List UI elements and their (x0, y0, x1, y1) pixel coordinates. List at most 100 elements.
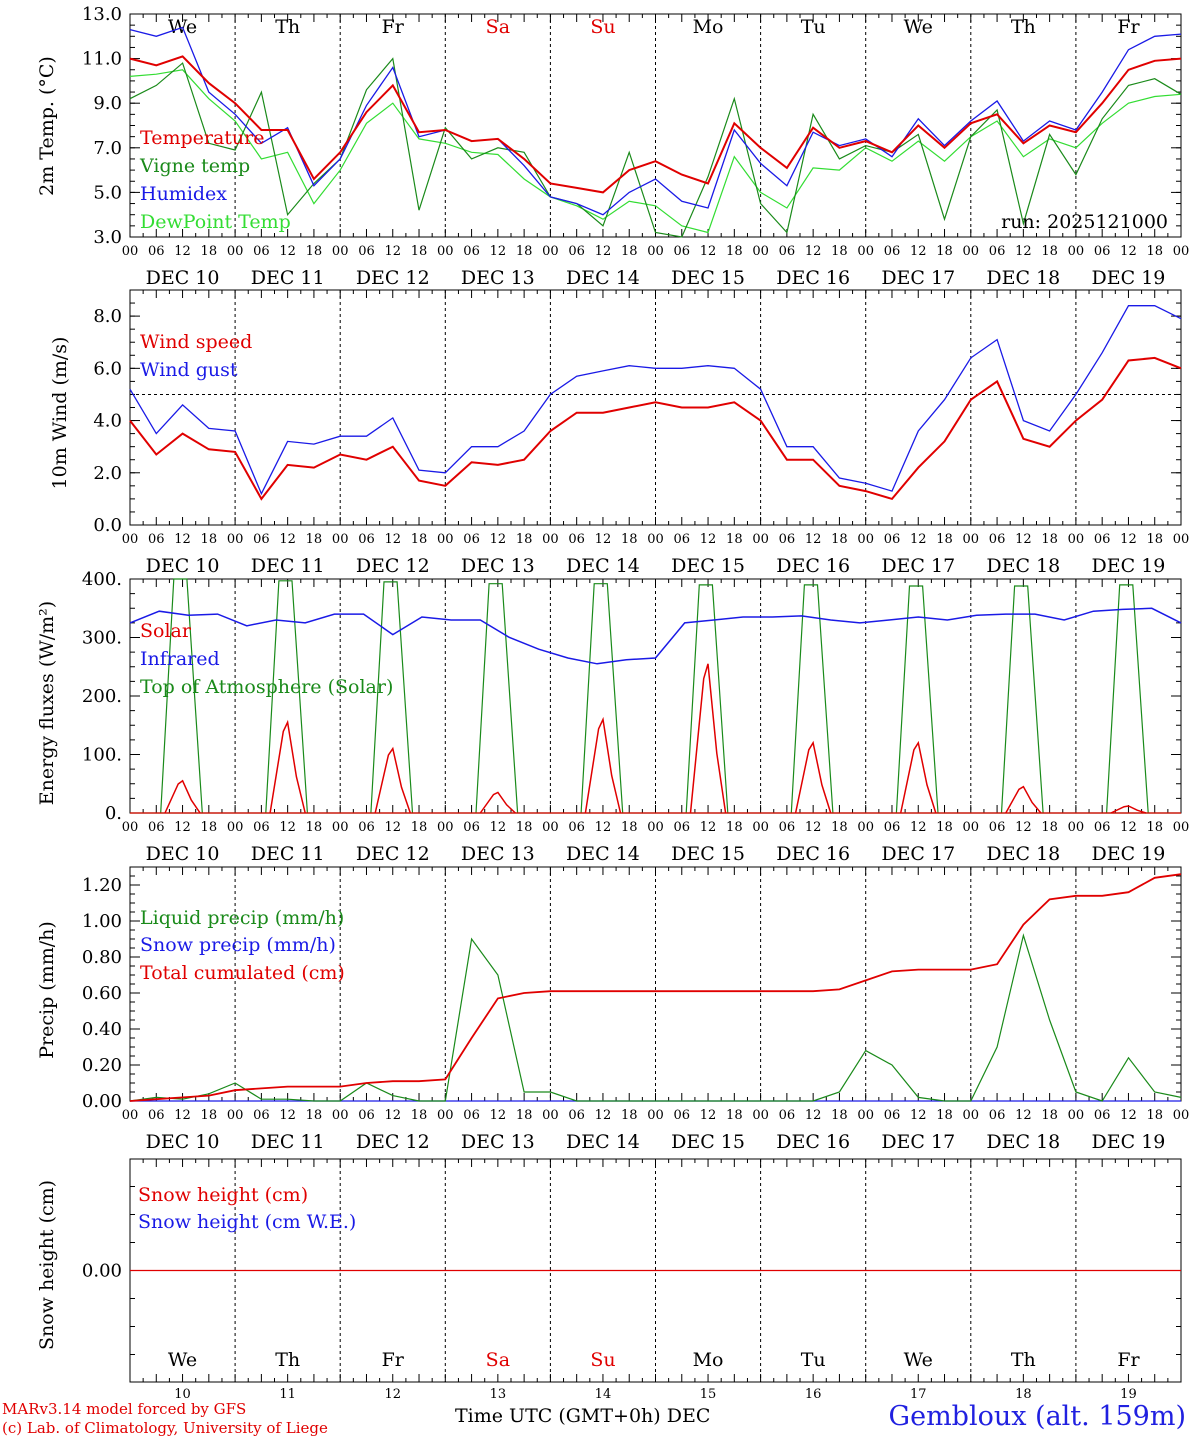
hour-tick-label: 18 (306, 532, 323, 547)
hour-tick-label: 06 (884, 244, 901, 259)
y-tick-label: 200. (82, 686, 122, 707)
hour-tick-label: 18 (1146, 532, 1163, 547)
hour-tick-label: 18 (201, 820, 218, 835)
legend-wind-gust: Wind gust (140, 359, 238, 381)
date-label: DEC 10 (146, 843, 220, 865)
weekday-label: We (168, 1349, 197, 1371)
hour-tick-label: 12 (279, 532, 296, 547)
hour-tick-label: 12 (700, 532, 717, 547)
hour-tick-label: 06 (253, 820, 270, 835)
hour-tick-label: 18 (726, 532, 743, 547)
hour-tick-label: 12 (805, 820, 822, 835)
hour-tick-label: 00 (1068, 532, 1085, 547)
hour-tick-label: 18 (1146, 1108, 1163, 1123)
date-label: DEC 15 (671, 1131, 745, 1153)
y-tick-label: 7.0 (93, 138, 122, 159)
hour-tick-label: 06 (148, 1108, 165, 1123)
series-wind-speed-line (129, 356, 1182, 501)
hour-tick-label: 06 (148, 244, 165, 259)
hour-tick-label: 18 (726, 820, 743, 835)
day-number-label: 17 (910, 1387, 927, 1402)
hour-tick-label: 06 (779, 532, 796, 547)
hour-tick-label: 06 (884, 532, 901, 547)
weekday-label: Fr (1117, 16, 1140, 38)
hour-tick-label: 12 (1015, 820, 1032, 835)
weekday-label: Th (275, 1349, 300, 1371)
hour-tick-label: 18 (1146, 244, 1163, 259)
series-vigne-temp-line (129, 57, 1182, 238)
series-solar-day (479, 791, 516, 814)
date-label: DEC 16 (776, 843, 850, 865)
time-axis-title: Time UTC (GMT+0h) DEC (455, 1405, 711, 1427)
y-tick-label: 400. (82, 569, 122, 590)
date-label: DEC 14 (566, 555, 640, 577)
hour-tick-label: 18 (831, 244, 848, 259)
hour-tick-label: 18 (1041, 532, 1058, 547)
hour-tick-label: 00 (542, 1108, 559, 1123)
hour-tick-label: 06 (989, 820, 1006, 835)
date-label: DEC 17 (881, 843, 955, 865)
series-infrared-line (129, 607, 1182, 665)
hour-tick-label: 06 (568, 532, 585, 547)
hour-tick-label: 18 (621, 244, 638, 259)
hour-tick-label: 06 (674, 1108, 691, 1123)
series-toa-solar-day (265, 580, 308, 814)
date-label: DEC 19 (1092, 843, 1166, 865)
hour-tick-label: 12 (174, 820, 191, 835)
series-solar-day (1005, 785, 1042, 814)
lab-credit: (c) Lab. of Climatology, University of L… (2, 1419, 328, 1437)
hour-tick-label: 00 (227, 1108, 244, 1123)
hour-tick-label: 00 (332, 244, 349, 259)
y-tick-label: 13.0 (82, 4, 122, 25)
hour-tick-label: 18 (306, 244, 323, 259)
ylabel-energy: Energy fluxes (W/m²) (36, 601, 58, 805)
hour-tick-label: 06 (148, 532, 165, 547)
hour-tick-label: 12 (805, 244, 822, 259)
date-label: DEC 18 (986, 555, 1060, 577)
hour-tick-label: 00 (647, 1108, 664, 1123)
hour-tick-label: 00 (647, 532, 664, 547)
hour-tick-label: 06 (884, 1108, 901, 1123)
hour-tick-label: 18 (726, 244, 743, 259)
date-label: DEC 18 (986, 843, 1060, 865)
hour-tick-label: 00 (437, 244, 454, 259)
date-label: DEC 13 (461, 843, 535, 865)
hour-tick-label: 12 (1015, 532, 1032, 547)
date-label: DEC 11 (251, 267, 325, 289)
hour-tick-label: 06 (1094, 820, 1111, 835)
date-label: DEC 14 (566, 843, 640, 865)
hour-tick-label: 06 (884, 820, 901, 835)
date-label: DEC 14 (566, 267, 640, 289)
series-temperature-line (129, 55, 1182, 194)
series-toa-solar-day (475, 583, 519, 814)
hour-tick-label: 12 (700, 820, 717, 835)
date-label: DEC 15 (671, 555, 745, 577)
date-label: DEC 19 (1092, 267, 1166, 289)
day-number-label: 12 (384, 1387, 401, 1402)
weekday-label: Tu (801, 16, 826, 38)
y-tick-label: 0.80 (82, 947, 122, 968)
hour-tick-label: 00 (963, 532, 980, 547)
weekday-label: Fr (382, 1349, 405, 1371)
hour-tick-label: 18 (1041, 244, 1058, 259)
series-wind-gust-line (129, 305, 1182, 496)
series-solar-day (689, 663, 727, 814)
hour-tick-label: 00 (122, 244, 139, 259)
hour-tick-label: 18 (306, 820, 323, 835)
hour-tick-label: 18 (1041, 1108, 1058, 1123)
hour-tick-label: 18 (726, 1108, 743, 1123)
y-tick-label: 300. (82, 628, 122, 649)
date-label: DEC 12 (356, 555, 430, 577)
day-number-label: 11 (279, 1387, 296, 1402)
hour-tick-label: 12 (1015, 244, 1032, 259)
hour-tick-label: 06 (358, 244, 375, 259)
date-label: DEC 13 (461, 555, 535, 577)
weekday-label: Sa (486, 16, 510, 38)
hour-tick-label: 18 (936, 1108, 953, 1123)
hour-tick-label: 00 (647, 820, 664, 835)
legend-snow-height-we: Snow height (cm W.E.) (138, 1211, 356, 1233)
series-solar-day (794, 740, 832, 814)
date-label: DEC 12 (356, 843, 430, 865)
weekday-label: Th (1011, 16, 1036, 38)
hour-tick-label: 06 (1094, 1108, 1111, 1123)
